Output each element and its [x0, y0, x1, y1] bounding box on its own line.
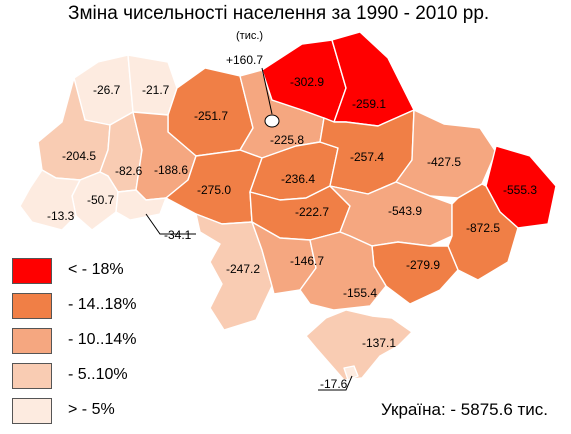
label-kirovohrad: -222.7 — [295, 205, 329, 219]
label-volyn: -26.7 — [93, 83, 121, 97]
region-zaporizhzhia[interactable] — [371, 241, 459, 305]
label-luhansk: -555.3 — [503, 183, 537, 197]
label-sumy: -259.1 — [352, 97, 386, 111]
region-kherson[interactable] — [299, 231, 387, 311]
label-zakarpattia: -13.3 — [47, 209, 75, 223]
legend-swatch-5-10 — [12, 363, 52, 389]
legend-swatch-10-14 — [12, 328, 52, 354]
total-value: - 5875.6 тис. — [450, 400, 549, 419]
legend-swatch-gt18 — [12, 258, 52, 284]
kyiv-city-leader-line — [261, 67, 273, 115]
kyiv-city-marker — [261, 67, 280, 128]
legend-label-5-10: - 5..10% — [68, 366, 128, 383]
total-change: Україна: - 5875.6 тис. — [381, 400, 548, 420]
legend-item-gt18: < - 18% — [12, 258, 212, 286]
legend-label-10-14: - 10..14% — [68, 331, 137, 348]
sevastopol-leader-line — [318, 375, 353, 391]
label-odesa: -247.2 — [226, 262, 260, 276]
legend-swatch-lt5 — [12, 398, 52, 424]
label-crimea: -137.1 — [362, 336, 396, 350]
label-zaporizhzhia: -279.9 — [406, 258, 440, 272]
map-unit-label: (тис.) — [236, 30, 264, 42]
label-kyiv-city: +160.7 — [226, 53, 263, 67]
region-chernivtsi[interactable] — [115, 189, 167, 221]
label-kharkiv: -427.5 — [427, 155, 461, 169]
regions-layer — [19, 31, 557, 381]
kyiv-city-region[interactable] — [264, 114, 280, 128]
label-dnipropetrovsk: -543.9 — [388, 204, 422, 218]
label-vinnytsia: -275.0 — [197, 183, 231, 197]
labels-layer: -26.7 -21.7 -251.7 -225.8 +160.7 -302.9 … — [47, 53, 537, 391]
label-cherkasy: -236.4 — [281, 172, 315, 186]
region-donetsk[interactable] — [447, 183, 519, 281]
label-kyiv-oblast: -225.8 — [270, 133, 304, 147]
label-kherson: -155.4 — [343, 286, 377, 300]
legend-swatch-14-18 — [12, 293, 52, 319]
label-chernihiv: -302.9 — [290, 75, 324, 89]
label-ivano-frankivsk: -50.7 — [87, 193, 115, 207]
legend-label-lt5: > - 5% — [68, 401, 115, 418]
label-khmelnytskyi: -188.6 — [154, 163, 188, 177]
legend-item-5-10: - 5..10% — [12, 363, 212, 391]
label-ternopil: -82.6 — [115, 164, 143, 178]
label-lviv: -204.5 — [62, 149, 96, 163]
legend-label-14-18: - 14..18% — [68, 296, 137, 313]
label-poltava: -257.4 — [350, 150, 384, 164]
label-chernivtsi: -34.1 — [164, 228, 192, 242]
map-title: Зміна чисельності населення за 1990 - 20… — [68, 3, 490, 24]
region-zakarpattia[interactable] — [19, 169, 81, 231]
legend-label-gt18: < - 18% — [68, 261, 124, 278]
legend-item-14-18: - 14..18% — [12, 293, 212, 321]
region-sevastopol[interactable] — [343, 365, 359, 381]
legend-item-lt5: > - 5% — [12, 398, 212, 426]
label-mykolaiv: -146.7 — [290, 254, 324, 268]
legend-item-10-14: - 10..14% — [12, 328, 212, 356]
total-label: Україна: — [381, 400, 446, 419]
chernivtsi-leader-line — [145, 213, 196, 235]
label-rivne: -21.7 — [142, 83, 170, 97]
label-zhytomyr: -251.7 — [194, 109, 228, 123]
region-sumy[interactable] — [331, 31, 415, 127]
label-donetsk: -872.5 — [466, 221, 500, 235]
label-sevastopol: -17.6 — [320, 377, 348, 391]
region-crimea[interactable] — [305, 309, 413, 381]
